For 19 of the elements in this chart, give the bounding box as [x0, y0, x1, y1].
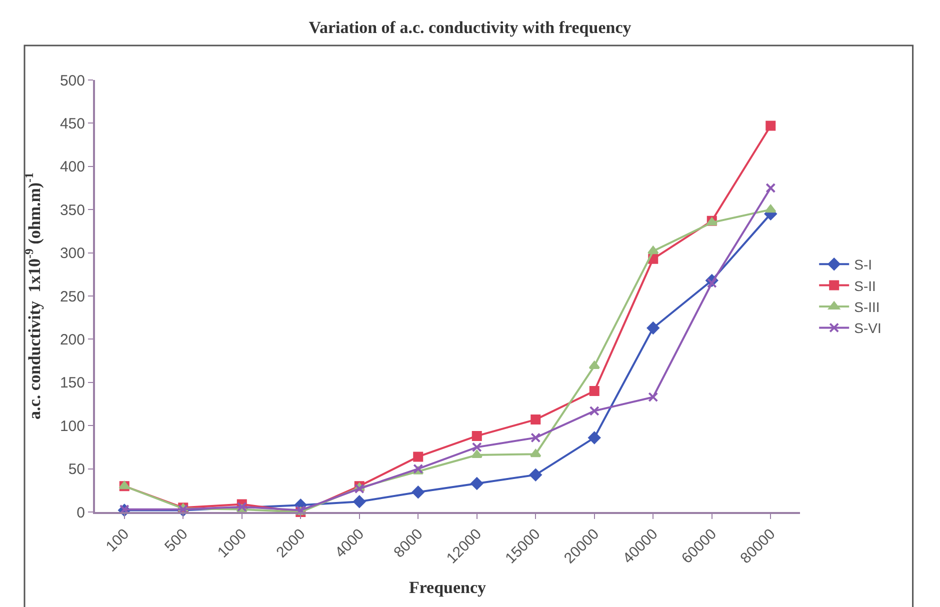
- legend-label: S-III: [854, 298, 880, 315]
- y-tick-label: 350: [60, 202, 85, 219]
- y-tick-label: 100: [60, 418, 85, 435]
- y-tick-label: 500: [60, 72, 85, 90]
- legend-label: S-II: [854, 278, 876, 294]
- x-axis-title: Frequency: [408, 578, 487, 598]
- y-tick-label: 0: [76, 504, 85, 522]
- y-tick-label: 50: [68, 461, 85, 478]
- y-tick-label: 250: [60, 288, 85, 306]
- x-tick-label: 100: [102, 526, 133, 556]
- y-tick-label: 400: [60, 158, 85, 176]
- y-tick-label: 300: [60, 245, 85, 262]
- legend-label: S-VI: [854, 320, 882, 336]
- x-tick-label: 500: [162, 526, 192, 556]
- chart-title: Variation of a.c. conductivity with frequency: [308, 18, 632, 38]
- y-tick-label: 450: [60, 115, 85, 132]
- y-tick-label: 150: [60, 374, 85, 392]
- y-tick-label: 200: [60, 331, 85, 348]
- legend-label: S-I: [854, 256, 872, 273]
